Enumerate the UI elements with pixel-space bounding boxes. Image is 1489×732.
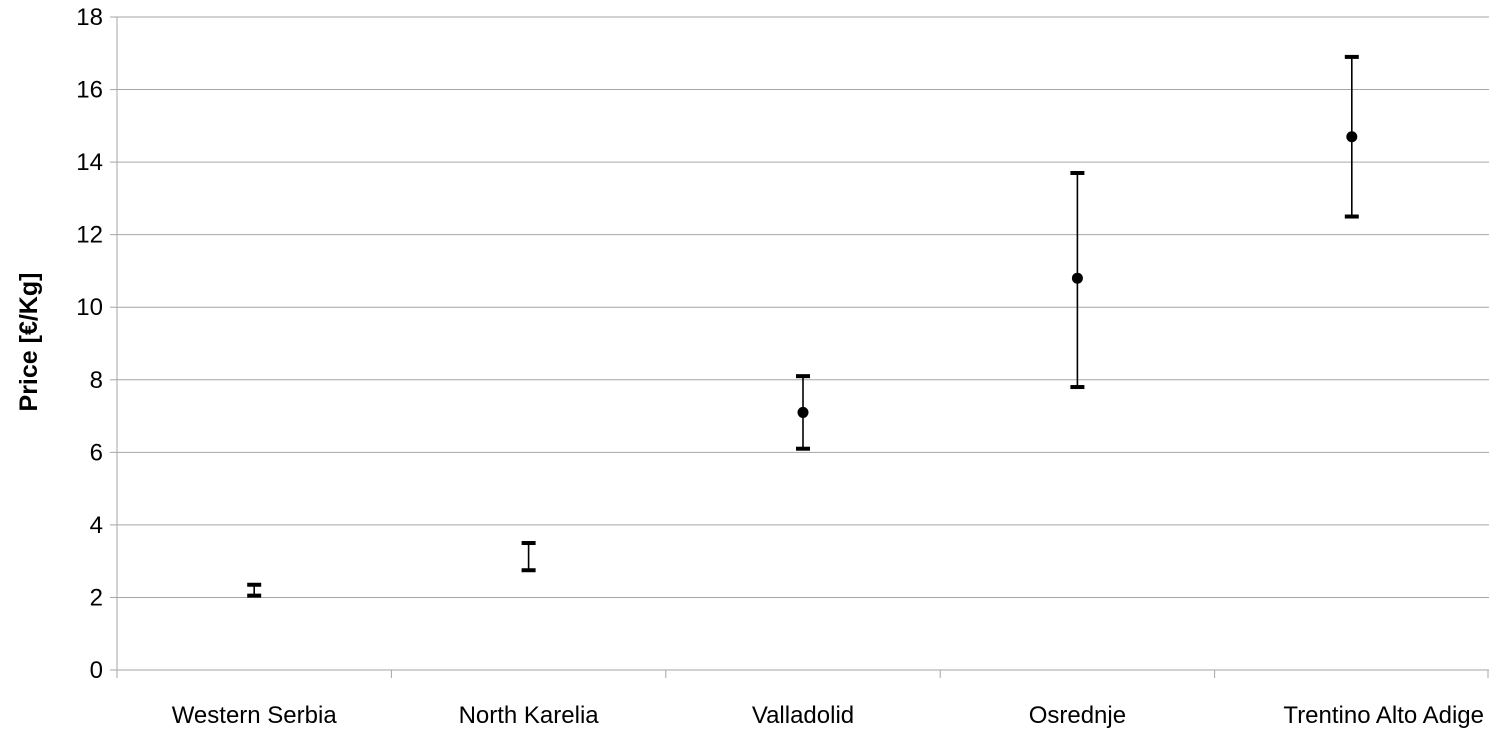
y-tick-labels: 0 2 4 6 8 10 12 14 16 18 (76, 4, 103, 684)
y-tick-label: 14 (76, 149, 103, 176)
y-tick-label: 2 (90, 584, 103, 611)
x-category-labels: Western Serbia North Karelia Valladolid Osr… (172, 702, 1484, 729)
mean-point (797, 406, 809, 418)
x-category-label: Osrednje (1029, 702, 1126, 729)
y-tick-label: 8 (90, 367, 103, 394)
x-category-label: Western Serbia (172, 702, 338, 729)
y-tick-label: 6 (90, 439, 103, 466)
y-tick-label: 12 (76, 222, 103, 249)
y-tick-label: 4 (90, 512, 103, 539)
x-category-label: Valladolid (752, 702, 854, 729)
y-tick-label: 0 (90, 657, 103, 684)
mean-point (1346, 131, 1358, 143)
y-tick-label: 16 (76, 77, 103, 104)
axes (110, 16, 1489, 678)
y-tick-label: 10 (76, 294, 103, 321)
x-category-label: Trentino Alto Adige (1283, 702, 1484, 729)
gridlines (117, 16, 1489, 598)
x-category-label: North Karelia (459, 702, 600, 729)
y-axis-title: Price [€/Kg] (15, 273, 43, 412)
error-bar-marks (247, 54, 1359, 598)
mean-point (1071, 272, 1083, 284)
y-tick-label: 18 (76, 4, 103, 31)
